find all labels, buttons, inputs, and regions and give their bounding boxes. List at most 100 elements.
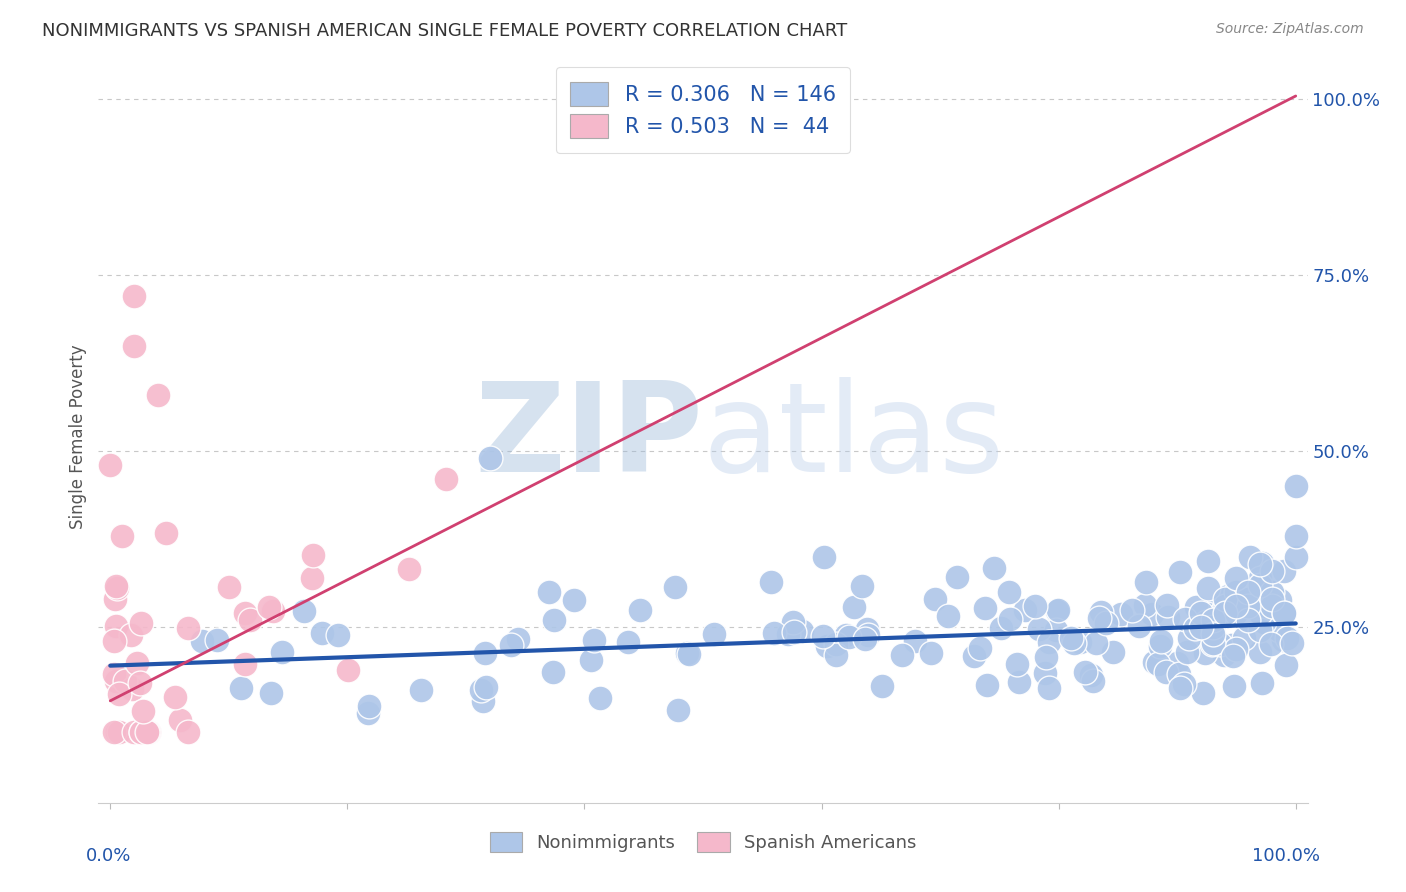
Point — [122, 339, 145, 353]
Point — [103, 634, 125, 648]
Point — [998, 612, 1021, 626]
Point — [1219, 638, 1241, 652]
Point — [1272, 564, 1295, 578]
Point — [792, 624, 814, 639]
Point — [136, 725, 159, 739]
Point — [782, 615, 804, 629]
Point — [1237, 599, 1260, 613]
Point — [129, 725, 152, 739]
Point — [1251, 676, 1274, 690]
Point — [114, 673, 136, 688]
Point — [292, 604, 315, 618]
Point — [853, 632, 876, 647]
Point — [1211, 605, 1233, 619]
Point — [1081, 674, 1104, 689]
Point — [470, 682, 492, 697]
Point — [904, 634, 927, 648]
Point — [1133, 599, 1156, 613]
Point — [1204, 629, 1226, 643]
Point — [1184, 621, 1206, 635]
Point — [1147, 657, 1170, 671]
Point — [1063, 636, 1085, 650]
Point — [1060, 631, 1083, 645]
Point — [1167, 666, 1189, 681]
Text: atlas: atlas — [703, 376, 1005, 498]
Y-axis label: Single Female Poverty: Single Female Poverty — [69, 345, 87, 529]
Point — [1202, 636, 1225, 650]
Point — [1174, 612, 1197, 626]
Point — [218, 580, 240, 594]
Point — [336, 663, 359, 677]
Point — [311, 625, 333, 640]
Text: Source: ZipAtlas.com: Source: ZipAtlas.com — [1216, 22, 1364, 37]
Point — [1074, 665, 1097, 680]
Point — [1202, 620, 1225, 634]
Point — [1143, 655, 1166, 669]
Point — [946, 570, 969, 584]
Point — [111, 528, 134, 542]
Point — [1069, 635, 1091, 649]
Point — [1135, 574, 1157, 589]
Point — [108, 687, 131, 701]
Point — [229, 681, 252, 695]
Point — [1225, 584, 1247, 599]
Point — [434, 472, 457, 486]
Point — [763, 626, 786, 640]
Point — [983, 561, 1005, 575]
Point — [98, 458, 121, 473]
Point — [1261, 564, 1284, 578]
Point — [129, 725, 152, 739]
Point — [1237, 591, 1260, 606]
Point — [146, 388, 169, 402]
Point — [398, 562, 420, 576]
Point — [579, 653, 602, 667]
Point — [1109, 607, 1132, 621]
Point — [1189, 620, 1212, 634]
Point — [1268, 593, 1291, 607]
Point — [1149, 639, 1171, 653]
Point — [1249, 557, 1271, 571]
Point — [105, 725, 128, 739]
Point — [936, 608, 959, 623]
Point — [851, 579, 873, 593]
Point — [478, 451, 501, 466]
Point — [1038, 635, 1060, 649]
Point — [825, 637, 848, 651]
Point — [890, 648, 912, 663]
Point — [676, 647, 699, 661]
Point — [207, 632, 229, 647]
Point — [239, 613, 262, 627]
Point — [122, 725, 145, 739]
Point — [103, 725, 125, 739]
Point — [499, 638, 522, 652]
Point — [1046, 604, 1069, 618]
Point — [1045, 623, 1067, 637]
Point — [1249, 623, 1271, 637]
Point — [924, 591, 946, 606]
Point — [759, 574, 782, 589]
Point — [835, 628, 858, 642]
Point — [1047, 602, 1070, 616]
Point — [1090, 605, 1112, 619]
Legend: Nonimmigrants, Spanish Americans: Nonimmigrants, Spanish Americans — [482, 824, 924, 860]
Point — [1156, 598, 1178, 612]
Point — [1213, 606, 1236, 620]
Point — [1225, 642, 1247, 657]
Point — [1035, 649, 1057, 664]
Point — [1102, 645, 1125, 659]
Point — [1173, 676, 1195, 690]
Point — [176, 621, 198, 635]
Point — [543, 613, 565, 627]
Point — [1249, 571, 1271, 585]
Point — [1285, 528, 1308, 542]
Point — [1170, 566, 1192, 580]
Point — [1275, 657, 1298, 672]
Point — [409, 683, 432, 698]
Point — [976, 678, 998, 692]
Point — [506, 632, 529, 647]
Text: NONIMMIGRANTS VS SPANISH AMERICAN SINGLE FEMALE POVERTY CORRELATION CHART: NONIMMIGRANTS VS SPANISH AMERICAN SINGLE… — [42, 22, 848, 40]
Point — [1150, 634, 1173, 648]
Point — [357, 706, 380, 720]
Point — [1285, 479, 1308, 493]
Point — [471, 694, 494, 708]
